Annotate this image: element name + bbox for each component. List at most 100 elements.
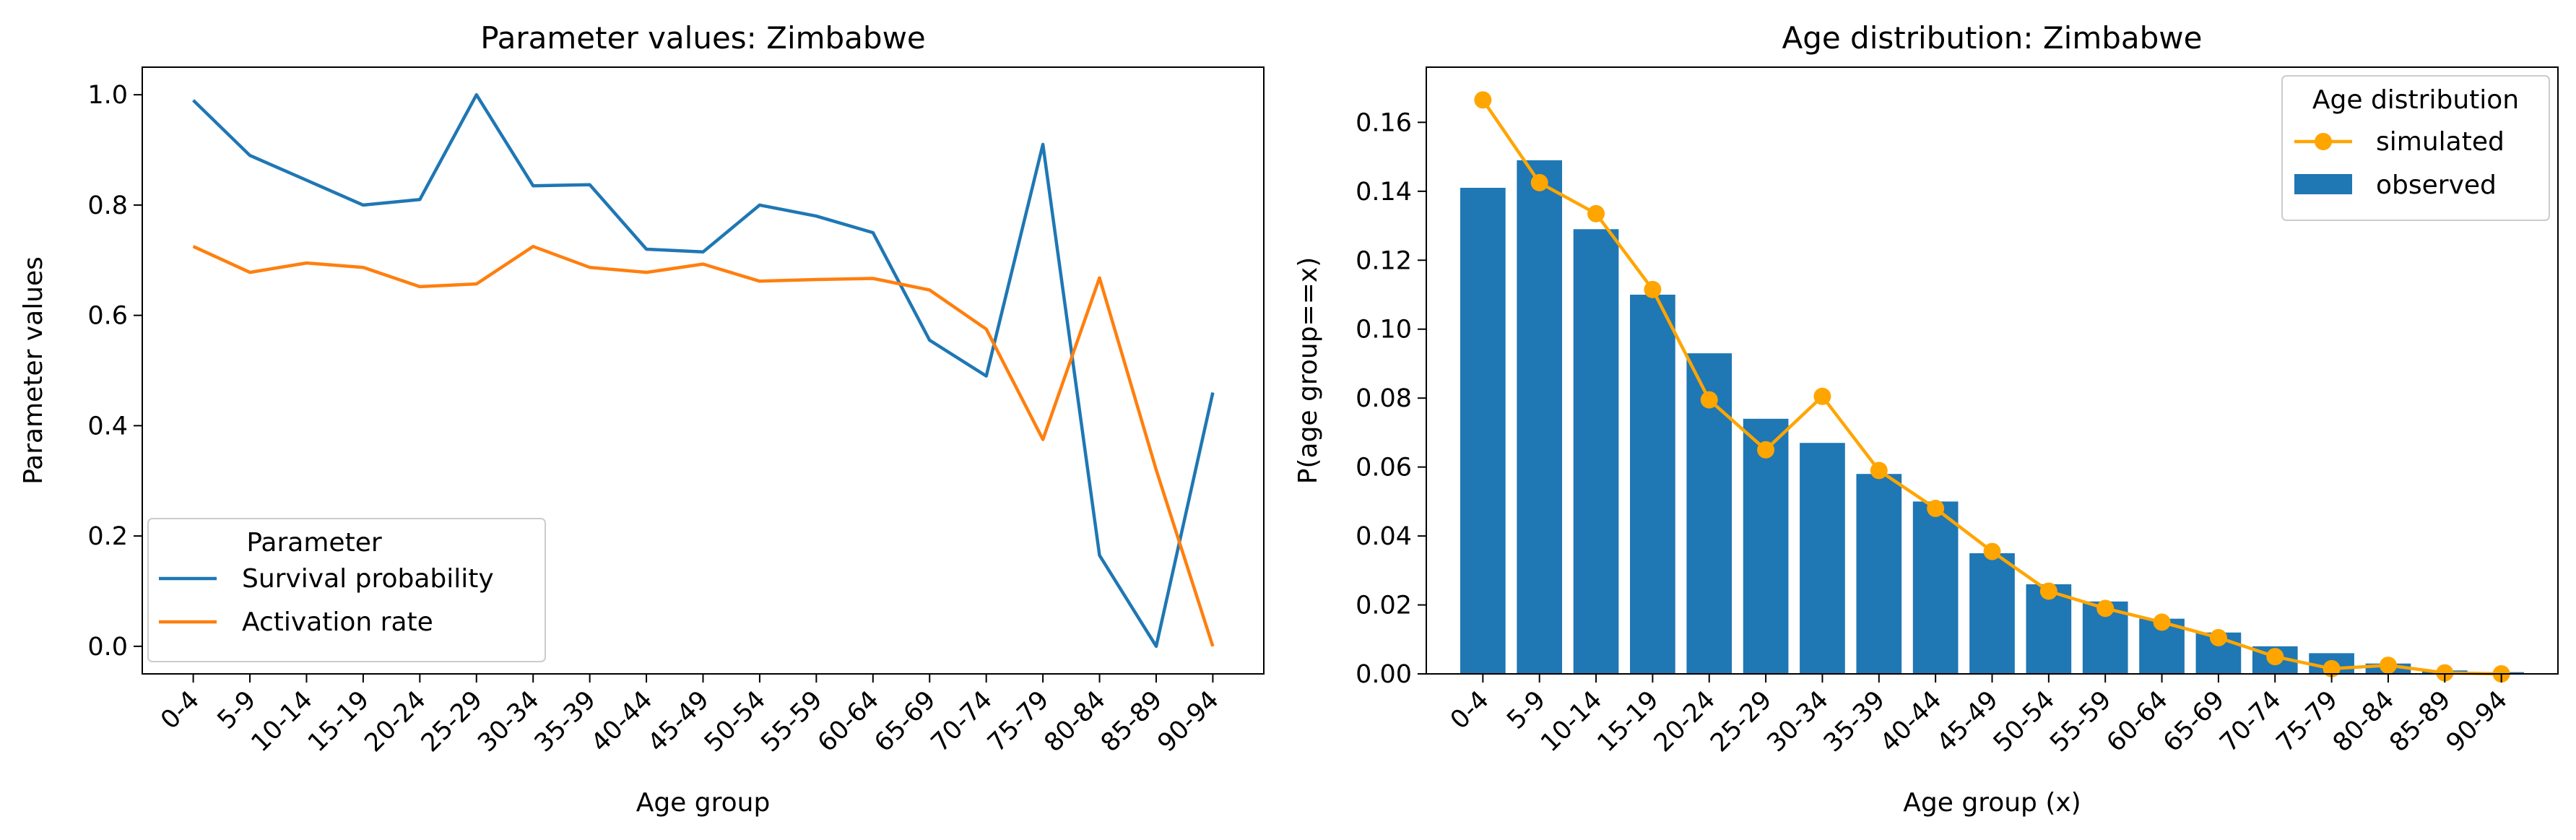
x-tick-label: 65-69 [869,685,941,758]
y-tick-label: 0.2 [87,522,128,551]
point-simulated-75-79 [2323,659,2341,677]
x-tick-label: 50-54 [699,685,771,758]
legend-title: Age distribution [2312,85,2519,115]
point-simulated-5-9 [1530,173,1548,191]
x-tick-label: 25-29 [1705,685,1777,758]
x-tick-label: 75-79 [982,685,1054,758]
point-simulated-85-89 [2436,664,2454,682]
legend-entry-observed: observed [2376,170,2497,200]
x-tick-label: 90-94 [1153,685,1225,758]
bar-observed-15-19 [1630,295,1675,674]
x-tick-label: 30-34 [1762,685,1834,758]
x-tick-label: 40-44 [586,685,658,758]
point-simulated-65-69 [2209,628,2227,646]
age-distribution-panel: 0.000.020.040.060.080.100.120.140.160-4 5… [1293,20,2559,818]
bar-observed-0-4 [1460,188,1506,675]
x-tick-label: 60-64 [2102,685,2174,758]
point-simulated-60-64 [2153,613,2171,631]
legend: Age distribution simulated observed [2281,75,2550,221]
bar-observed-25-29 [1743,418,1789,674]
legend: Parameter Survival probability Activation … [147,518,546,662]
y-axis-label: P(age group==x) [1293,257,1323,485]
y-tick-label: 0.06 [1356,454,1412,482]
x-tick-label: 70-74 [2214,685,2286,758]
x-tick-label: 20-24 [359,685,431,758]
x-tick-label: 30-34 [472,685,545,758]
chart-title: Age distribution: Zimbabwe [1782,20,2202,56]
y-tick-label: 0.10 [1356,316,1412,345]
y-tick-label: 0.4 [87,412,128,441]
point-simulated-45-49 [1983,542,2001,560]
point-simulated-35-39 [1870,462,1888,480]
x-tick-label: 10-14 [246,685,318,758]
bar-observed-10-14 [1573,229,1619,674]
point-simulated-0-4 [1474,91,1492,109]
y-axis-label: Parameter values [19,256,48,485]
legend-box [147,518,546,662]
x-tick-label: 40-44 [1875,685,1947,758]
x-tick-label: 70-74 [926,685,998,758]
x-tick-label: 25-29 [416,685,488,758]
x-tick-label: 20-24 [1649,685,1721,758]
x-tick-label: 45-49 [643,685,715,758]
series-line-activation-rate [192,244,1215,647]
y-tick-label: 0.16 [1356,108,1412,137]
x-tick-label: 0-4 [155,685,205,735]
x-tick-label: 5-9 [212,685,262,735]
y-tick-label: 0.04 [1356,522,1412,551]
x-tick-label: 0-4 [1445,685,1495,735]
point-simulated-80-84 [2379,657,2397,675]
y-tick-label: 0.12 [1356,246,1412,275]
bar-observed-40-44 [1912,501,1959,674]
x-tick-label: 10-14 [1535,685,1608,758]
point-simulated-40-44 [1927,499,1945,517]
legend-title: Parameter [246,528,381,558]
x-axis-label: Age group (x) [1903,788,2081,818]
y-tick-label: 0.8 [87,191,128,220]
x-tick-label: 60-64 [812,685,885,758]
y-tick-label: 0.02 [1356,592,1412,620]
x-tick-label: 85-89 [2384,685,2456,758]
bar-observed-30-34 [1800,443,1845,674]
y-tick-label: 1.0 [87,81,128,110]
legend-entry-0: Survival probability [242,564,494,594]
legend-marker-simulated [2315,133,2332,150]
x-tick-label: 15-19 [303,685,375,758]
x-tick-label: 5-9 [1501,685,1551,735]
point-simulated-70-74 [2266,648,2284,666]
x-tick-label: 75-79 [2271,685,2343,758]
x-axis-label: Age group [636,788,771,818]
y-tick-label: 0.00 [1356,660,1412,689]
legend-entry-simulated: simulated [2376,127,2505,157]
legend-swatch-observed [2294,174,2352,194]
bar-observed-45-49 [1969,553,2015,674]
point-simulated-10-14 [1587,204,1605,222]
x-tick-label: 85-89 [1096,685,1168,758]
chart-title: Parameter values: Zimbabwe [480,20,926,56]
point-simulated-25-29 [1757,441,1775,459]
y-tick-label: 0.0 [87,633,128,662]
x-tick-label: 50-54 [1988,685,2060,758]
x-tick-label: 35-39 [529,685,602,758]
point-simulated-15-19 [1644,280,1662,298]
x-tick-label: 80-84 [2328,685,2400,758]
point-simulated-55-59 [2096,599,2115,618]
point-simulated-30-34 [1813,387,1831,405]
y-tick-label: 0.08 [1356,384,1412,413]
point-simulated-50-54 [2039,582,2057,600]
x-tick-label: 65-69 [2158,685,2230,758]
x-tick-label: 45-49 [1932,685,2004,758]
x-tick-label: 90-94 [2441,685,2513,758]
point-simulated-20-24 [1700,391,1718,409]
x-tick-label: 80-84 [1039,685,1111,758]
bar-observed-5-9 [1517,160,1563,674]
x-tick-label: 55-59 [2044,685,2117,758]
x-tick-label: 55-59 [756,685,828,758]
y-tick-label: 0.6 [87,302,128,331]
x-tick-label: 35-39 [1818,685,1891,758]
parameter-values-panel: 0.0 0.2 0.4 0.6 0.8 1.0 0-4 5-910-1415-1920-242… [19,20,1265,818]
x-tick-label: 15-19 [1592,685,1665,758]
bar-observed-35-39 [1856,474,1902,674]
series-line-survival-probability [192,92,1215,649]
